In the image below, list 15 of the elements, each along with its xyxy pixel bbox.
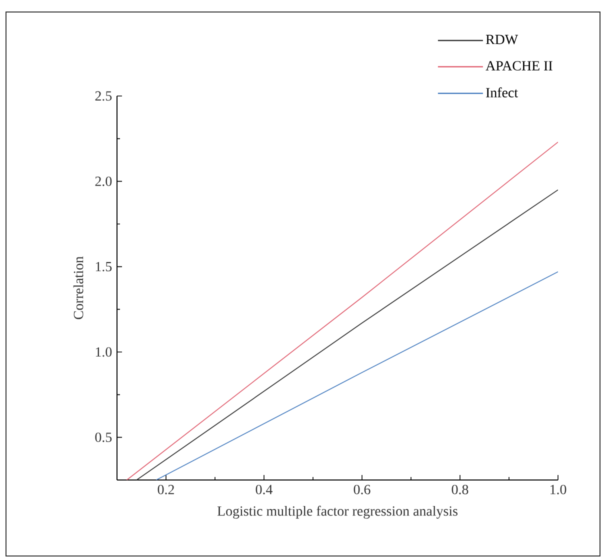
legend-label: Infect — [486, 87, 518, 98]
x-tick-label: 0.8 — [452, 484, 468, 494]
legend-label: APACHE II — [486, 61, 552, 70]
x-tick-label: 1.0 — [550, 484, 566, 494]
y-tick-label: 2.5 — [95, 91, 112, 101]
x-tick-label: 0.6 — [354, 484, 370, 494]
y-tick-label: 1.5 — [96, 262, 112, 272]
y-tick-label: 0.5 — [95, 432, 112, 442]
y-tick-label: 2.0 — [95, 176, 112, 186]
y-tick-label: 1.0 — [96, 347, 112, 357]
x-tick-label: 0.4 — [256, 484, 273, 494]
legend-label: RDW — [486, 34, 518, 44]
y-axis-title: Correlation — [73, 256, 84, 320]
x-axis-title: Logistic multiple factor regression analysis — [217, 506, 458, 519]
x-tick-label: 0.2 — [158, 484, 174, 494]
